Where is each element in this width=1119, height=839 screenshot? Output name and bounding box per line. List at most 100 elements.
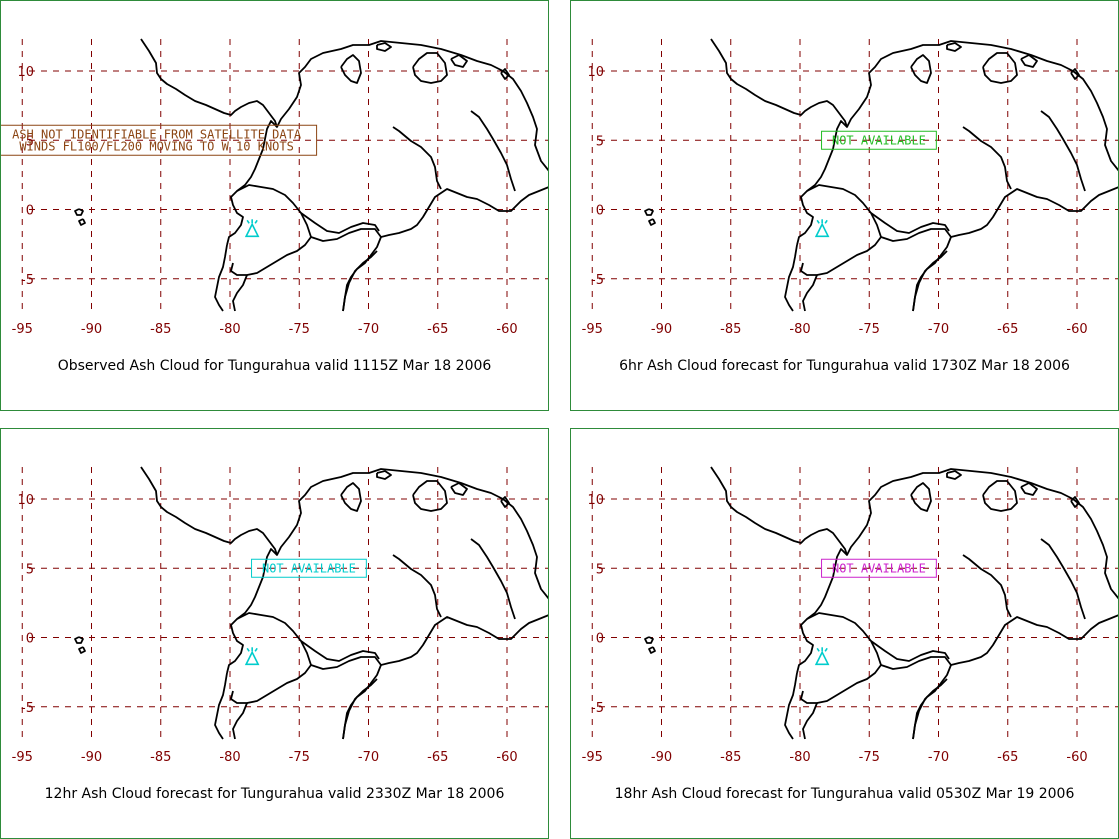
coastline bbox=[340, 54, 362, 84]
coastline bbox=[140, 466, 548, 600]
x-tick-label: -85 bbox=[720, 322, 741, 337]
coastline bbox=[982, 52, 1018, 84]
panel-caption: 12hr Ash Cloud forecast for Tungurahua v… bbox=[44, 786, 505, 802]
coastline bbox=[870, 212, 950, 234]
coastline bbox=[1070, 496, 1080, 508]
x-tick-label: -75 bbox=[289, 322, 310, 337]
coastline bbox=[214, 672, 228, 740]
x-tick-label: -90 bbox=[651, 322, 672, 337]
coastline bbox=[500, 68, 510, 80]
coastline bbox=[376, 42, 392, 52]
coastline bbox=[910, 482, 932, 512]
coastline bbox=[644, 636, 654, 644]
coastline bbox=[962, 554, 1012, 618]
coastline bbox=[1020, 54, 1038, 68]
x-tick-label: -85 bbox=[150, 322, 171, 337]
coastline bbox=[392, 126, 442, 190]
x-tick-label: -60 bbox=[1066, 750, 1087, 765]
coastline bbox=[380, 186, 548, 238]
advisory-frame bbox=[821, 558, 937, 578]
x-tick-label: -80 bbox=[789, 322, 810, 337]
coastline bbox=[982, 480, 1018, 512]
x-tick-label: -75 bbox=[859, 750, 880, 765]
coastline bbox=[412, 52, 448, 84]
x-tick-label: -80 bbox=[219, 750, 240, 765]
advisory-text: NOT AVAILABLE bbox=[262, 561, 356, 575]
y-tick-label: -5 bbox=[591, 273, 604, 288]
coastline bbox=[310, 228, 382, 242]
coastline bbox=[912, 250, 948, 312]
x-tick-label: -65 bbox=[427, 750, 448, 765]
coastline bbox=[950, 614, 1118, 666]
graticule bbox=[591, 39, 1118, 311]
panel-caption: 18hr Ash Cloud forecast for Tungurahua v… bbox=[614, 786, 1075, 802]
graticule bbox=[21, 39, 548, 311]
coastline bbox=[1040, 538, 1086, 620]
volcano-icon bbox=[244, 219, 260, 238]
coastline bbox=[214, 244, 228, 312]
x-tick-label: -95 bbox=[582, 322, 603, 337]
advisory-box: NOT AVAILABLE bbox=[821, 558, 937, 578]
advisory-text: NOT AVAILABLE bbox=[832, 133, 926, 147]
coastline bbox=[232, 702, 248, 740]
ash-map-panel-12hr: -95 -90 -85 -80 -75 -70 -65 -60 10 5 0 -5 NOT AVAILA… bbox=[0, 428, 549, 839]
advisory-frame bbox=[821, 130, 937, 150]
x-tick-label: -70 bbox=[928, 322, 949, 337]
coastline bbox=[784, 244, 798, 312]
x-tick-label: -65 bbox=[427, 322, 448, 337]
y-tick-label: -5 bbox=[21, 701, 34, 716]
coastline bbox=[946, 42, 962, 52]
x-tick-label: -90 bbox=[81, 750, 102, 765]
coastline bbox=[500, 496, 510, 508]
y-tick-label: 5 bbox=[596, 134, 604, 149]
coastline bbox=[946, 470, 962, 480]
coastline bbox=[310, 656, 382, 670]
coastline-group bbox=[74, 38, 548, 312]
y-tick-label: -5 bbox=[21, 273, 34, 288]
x-tick-label: -75 bbox=[289, 750, 310, 765]
coastline bbox=[300, 640, 380, 662]
panel-caption: Observed Ash Cloud for Tungurahua valid … bbox=[57, 358, 492, 374]
coastline bbox=[880, 656, 952, 670]
x-tick-label: -90 bbox=[81, 322, 102, 337]
coastline bbox=[300, 212, 380, 234]
coastline bbox=[412, 480, 448, 512]
advisory-text: WINDS FL100/FL200 MOVING TO W 10 KNOTS bbox=[19, 139, 294, 153]
coastline bbox=[470, 110, 516, 192]
coastline bbox=[784, 672, 798, 740]
coastline bbox=[376, 470, 392, 480]
x-tick-label: -60 bbox=[496, 322, 517, 337]
coastline bbox=[450, 482, 468, 496]
advisory-frame bbox=[251, 558, 367, 578]
coastline bbox=[74, 636, 84, 644]
x-tick-label: -70 bbox=[928, 750, 949, 765]
x-tick-label: -60 bbox=[496, 750, 517, 765]
coastline bbox=[1020, 482, 1038, 496]
advisory-text: ASH NOT IDENTIFIABLE FROM SATELLITE DATA bbox=[12, 127, 302, 141]
y-tick-label: 10 bbox=[587, 65, 604, 80]
coastline bbox=[644, 208, 654, 216]
advisory-box: NOT AVAILABLE bbox=[251, 558, 367, 578]
coastline bbox=[912, 664, 952, 740]
x-tick-label: -70 bbox=[358, 322, 379, 337]
x-tick-label: -60 bbox=[1066, 322, 1087, 337]
volcano-icon bbox=[244, 647, 260, 666]
advisory-box: NOT AVAILABLE bbox=[821, 130, 937, 150]
map-canvas: -95 -90 -85 -80 -75 -70 -65 -60 10 5 0 -5 NOT AVAILA… bbox=[582, 38, 1118, 337]
coastline bbox=[232, 274, 248, 312]
x-tick-label: -65 bbox=[997, 750, 1018, 765]
advisory-text: NOT AVAILABLE bbox=[832, 561, 926, 575]
coastline bbox=[78, 646, 86, 654]
coastline bbox=[802, 274, 818, 312]
graticule bbox=[591, 467, 1118, 739]
x-tick-label: -65 bbox=[997, 322, 1018, 337]
y-tick-label: 5 bbox=[26, 134, 34, 149]
coastline bbox=[78, 218, 86, 226]
coastline bbox=[1070, 68, 1080, 80]
coastline bbox=[1040, 110, 1086, 192]
graticule bbox=[21, 467, 548, 739]
advisory-frame bbox=[1, 124, 318, 156]
y-tick-label: 0 bbox=[26, 632, 34, 647]
coastline bbox=[880, 228, 952, 242]
coastline bbox=[342, 664, 382, 740]
